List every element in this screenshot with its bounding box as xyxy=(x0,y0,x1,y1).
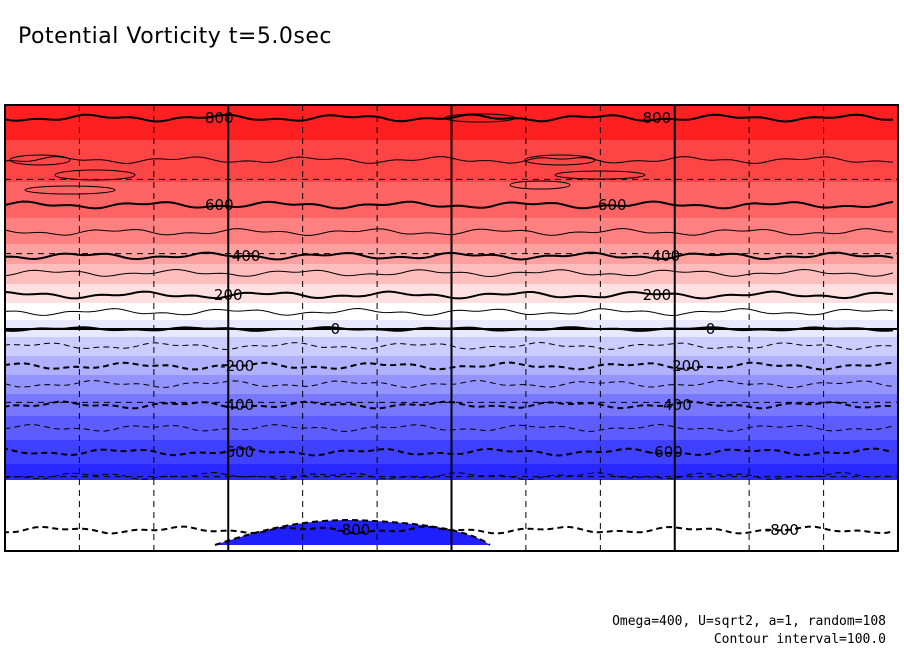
eddy-contour xyxy=(24,185,116,195)
contour-label: 600 xyxy=(598,196,627,214)
contour-label: 200 xyxy=(214,286,243,304)
contour-line xyxy=(4,379,894,389)
contour-line xyxy=(4,290,894,300)
contour-label: 200 xyxy=(643,286,672,304)
parameters-text: Omega=400, U=sqrt2, a=1, random=108 xyxy=(612,614,886,629)
contour-label: -200 xyxy=(667,357,701,375)
grid-lines xyxy=(5,105,898,551)
contour-line xyxy=(4,307,894,317)
contour-label: -800 xyxy=(336,521,370,539)
contour-label: -600 xyxy=(220,443,254,461)
contour-label: 0 xyxy=(331,320,341,338)
eddy-contour xyxy=(509,180,571,190)
plot-frame xyxy=(4,104,899,552)
contour-label: 400 xyxy=(651,247,680,265)
eddy-contour xyxy=(9,154,71,166)
contour-label: -400 xyxy=(220,396,254,414)
contour-line xyxy=(4,156,894,165)
contour-label: 800 xyxy=(643,109,672,127)
eddy-contour xyxy=(524,154,596,166)
contour-label: 0 xyxy=(706,320,716,338)
contour-line xyxy=(4,400,894,410)
contour-line xyxy=(4,361,894,371)
contour-label: -200 xyxy=(220,357,254,375)
contour-line xyxy=(4,200,894,210)
contour-line xyxy=(4,423,894,433)
contour-label: 400 xyxy=(232,247,261,265)
contour-line xyxy=(4,268,894,278)
contour-line xyxy=(214,518,491,546)
contour-label: -800 xyxy=(765,521,799,539)
contour-line xyxy=(4,341,894,351)
contour-labels: 800 800 600 600 400 400 200 200 0 0 -200 -200 -400 -4… xyxy=(205,109,799,539)
contour-label: 800 xyxy=(205,109,234,127)
contour-label: 600 xyxy=(205,196,234,214)
contour-label: -400 xyxy=(658,396,692,414)
contour-label: -600 xyxy=(649,443,683,461)
contour-interval-text: Contour interval=100.0 xyxy=(713,632,886,647)
contour-line xyxy=(4,227,894,236)
eddy-contour xyxy=(444,113,516,123)
chart-title: Potential Vorticity t=5.0sec xyxy=(18,24,332,49)
eddy-contour xyxy=(54,169,136,181)
